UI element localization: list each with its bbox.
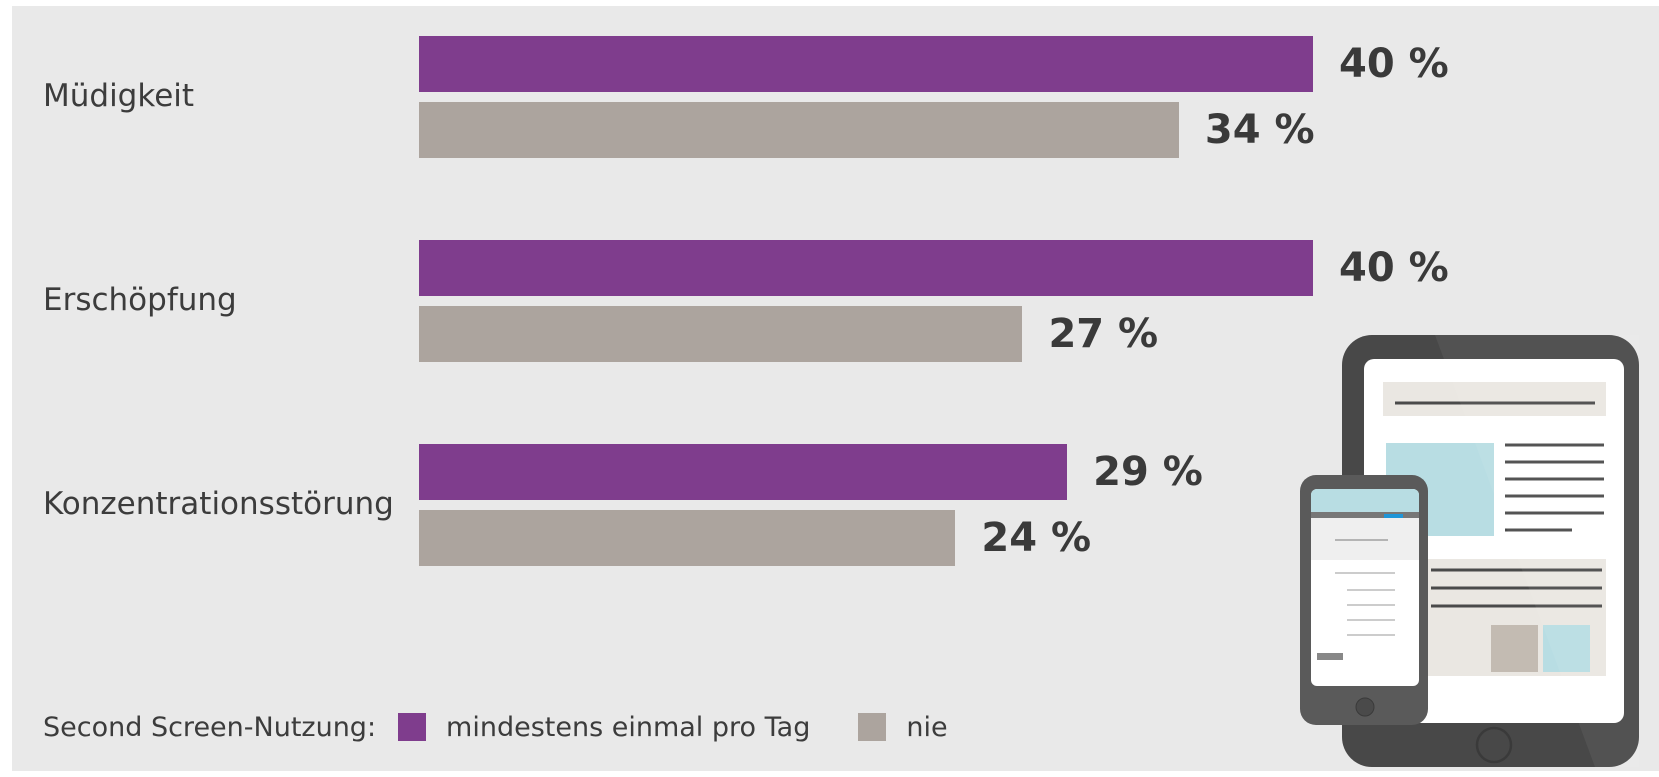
category-label: Müdigkeit (43, 78, 195, 114)
category-label: Konzentrationsstörung (43, 486, 394, 522)
legend-swatch-daily (398, 713, 427, 741)
data-label: 29 % (1093, 449, 1203, 495)
bar-daily (419, 240, 1313, 296)
bar-daily (419, 444, 1068, 500)
legend-label-never: nie (906, 711, 948, 743)
data-label: 40 % (1339, 41, 1449, 87)
legend-label-daily: mindestens einmal pro Tag (446, 711, 811, 743)
data-label: 40 % (1339, 245, 1449, 291)
bar-never (419, 510, 956, 566)
legend-title: Second Screen-Nutzung: (43, 711, 377, 743)
data-label: 27 % (1048, 311, 1159, 357)
legend: Second Screen-Nutzung: mindestens einmal… (43, 710, 948, 744)
data-label: 24 % (981, 515, 1092, 561)
devices-illustration (1300, 335, 1639, 767)
data-label: 34 % (1204, 107, 1315, 153)
legend-swatch-never (858, 713, 887, 741)
smartphone-icon (1300, 475, 1428, 725)
bar-daily (419, 36, 1313, 92)
bar-never (419, 102, 1179, 158)
bar-never (419, 306, 1023, 362)
category-label: Erschöpfung (43, 282, 237, 318)
